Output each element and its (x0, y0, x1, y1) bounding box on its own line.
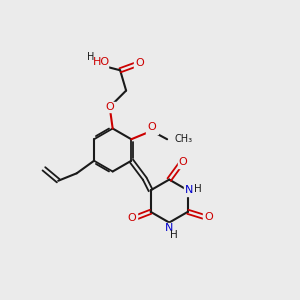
Text: O: O (105, 102, 114, 112)
Text: H: H (194, 184, 202, 194)
Text: HO: HO (92, 57, 110, 67)
Text: H: H (87, 52, 94, 62)
Bar (163, 223, 176, 234)
Text: O: O (204, 212, 213, 222)
Text: O: O (147, 122, 156, 132)
Bar (134, 59, 146, 70)
Text: CH₃: CH₃ (175, 134, 193, 144)
Bar (178, 157, 188, 168)
Text: O: O (178, 157, 187, 166)
Text: N: N (185, 185, 194, 195)
Bar (90, 57, 108, 69)
Bar (146, 123, 158, 134)
Bar (184, 185, 197, 196)
Bar (103, 102, 116, 112)
Text: H: H (170, 230, 178, 239)
Text: N: N (164, 223, 173, 233)
Text: O: O (135, 58, 144, 68)
Bar (127, 212, 137, 223)
Bar (203, 212, 214, 223)
Text: O: O (128, 213, 136, 223)
